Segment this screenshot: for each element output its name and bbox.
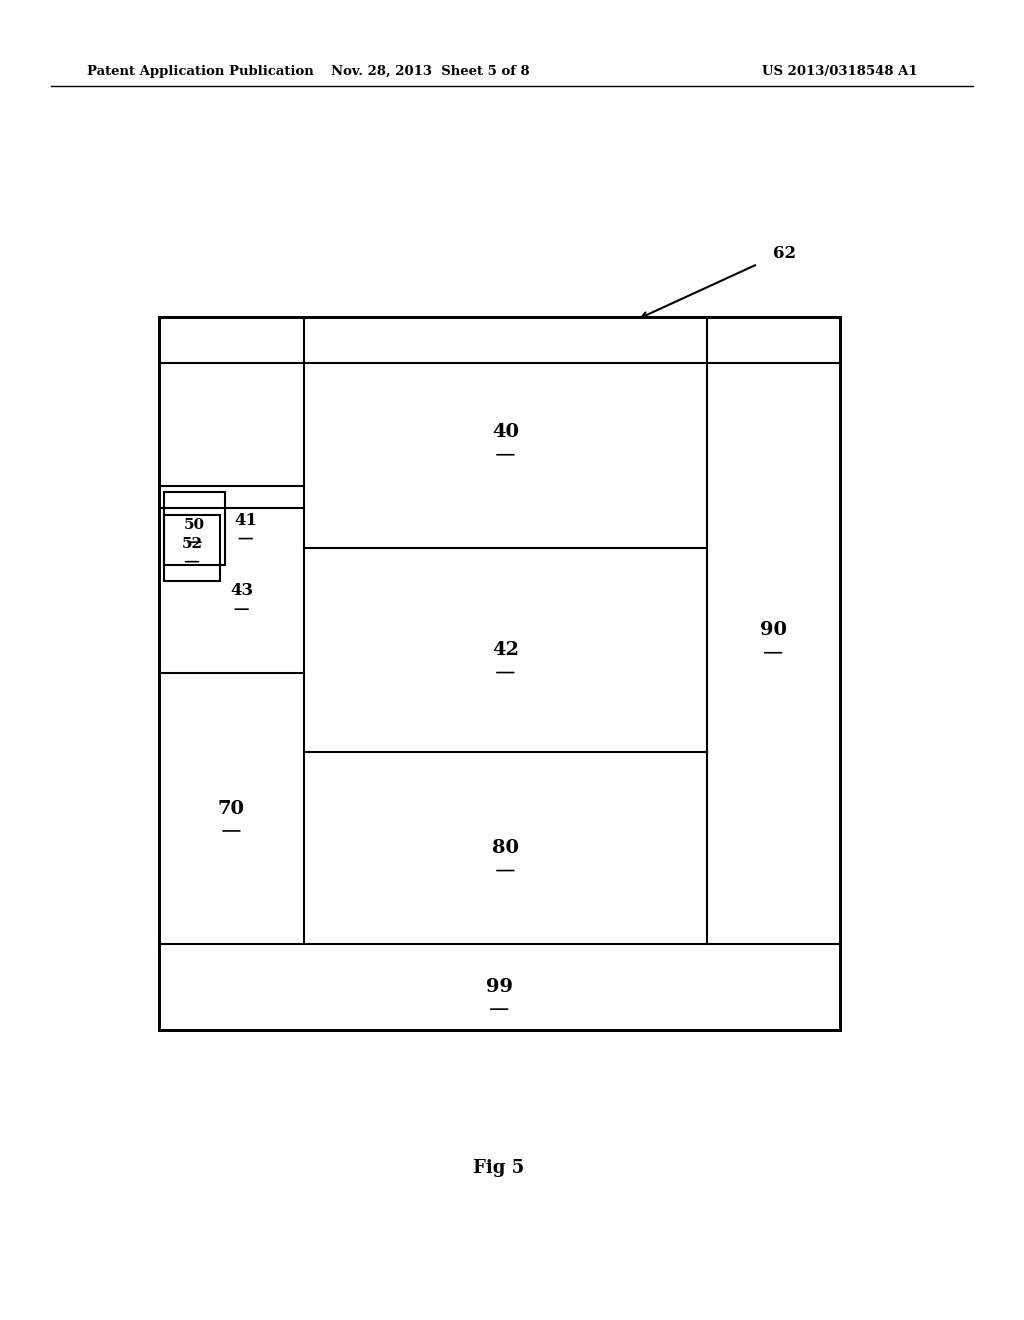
Text: 80: 80: [492, 840, 519, 857]
Text: 62: 62: [773, 246, 797, 261]
Bar: [164, 515, 220, 581]
Text: Patent Application Publication: Patent Application Publication: [87, 65, 313, 78]
Text: 52: 52: [181, 537, 203, 552]
Text: 40: 40: [492, 424, 519, 441]
Bar: [159, 317, 840, 1030]
Text: 41: 41: [234, 512, 257, 528]
Bar: [164, 492, 225, 565]
Bar: [159, 317, 840, 1030]
Text: 50: 50: [184, 517, 205, 532]
Text: 90: 90: [760, 622, 786, 639]
Text: 43: 43: [230, 582, 253, 599]
Text: 70: 70: [218, 800, 245, 817]
Text: 42: 42: [492, 642, 519, 659]
Text: Nov. 28, 2013  Sheet 5 of 8: Nov. 28, 2013 Sheet 5 of 8: [331, 65, 529, 78]
Text: Fig 5: Fig 5: [473, 1159, 524, 1177]
Text: 99: 99: [485, 978, 513, 995]
Text: US 2013/0318548 A1: US 2013/0318548 A1: [762, 65, 918, 78]
